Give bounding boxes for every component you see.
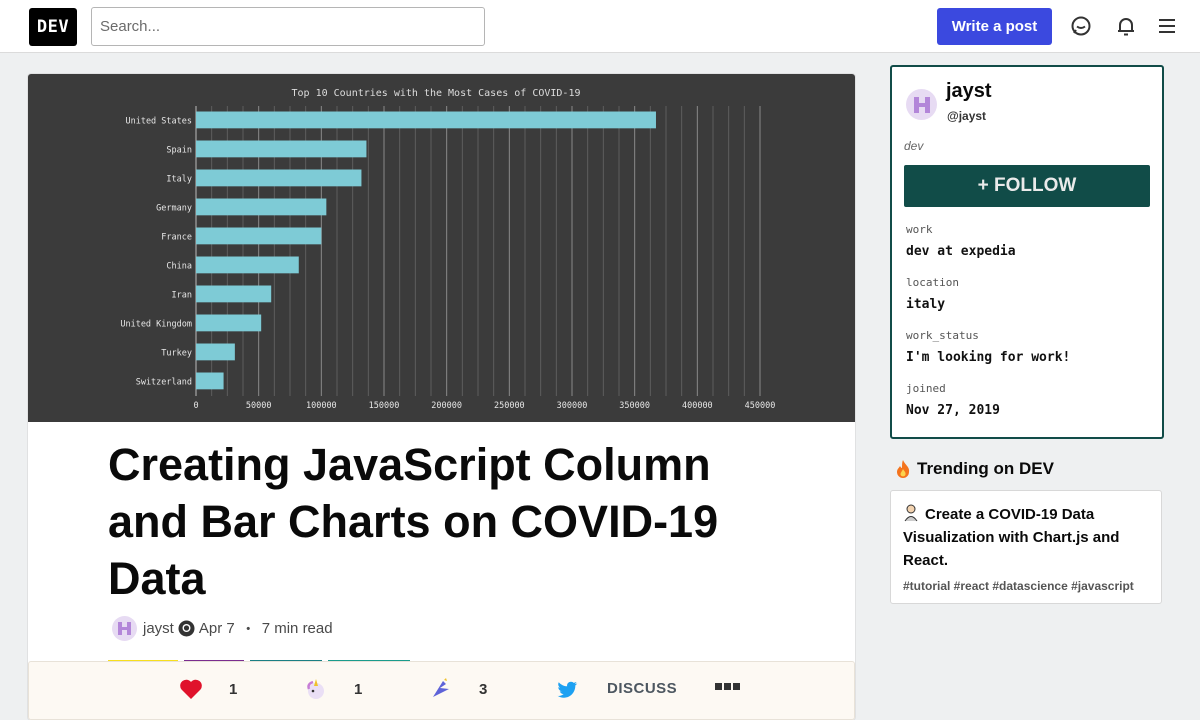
profile-field-joined-key: joined (906, 382, 946, 395)
chart-tick-label: 400000 (682, 401, 713, 411)
write-post-button[interactable]: Write a post (937, 8, 1052, 45)
more-options-icon[interactable] (715, 682, 741, 692)
author-profile-card: jayst @jayst dev + FOLLOW work dev at ex… (890, 65, 1164, 439)
chart-category-label: Spain (166, 146, 192, 156)
author-avatar[interactable] (112, 615, 137, 641)
chart-bar (196, 372, 224, 390)
menu-icon[interactable] (1155, 14, 1179, 38)
profile-handle: @jayst (947, 109, 987, 123)
chart-category-label: United Kingdom (120, 320, 192, 330)
chart-title: Top 10 Countries with the Most Cases of … (292, 88, 581, 99)
chart-bar (196, 227, 322, 245)
trending-heading: Trending on DEV (894, 459, 1054, 479)
heart-reaction-button[interactable]: 1 (179, 674, 237, 704)
chart-bar (196, 314, 262, 332)
trending-item-title[interactable]: Create a COVID-19 Data Visualization wit… (903, 503, 1153, 572)
chart-category-label: Iran (172, 291, 192, 301)
chart-category-label: Germany (156, 204, 192, 214)
fire-icon (894, 459, 912, 479)
trending-heading-text: Trending on DEV (917, 459, 1054, 478)
chart-category-label: United States (125, 117, 192, 127)
twitter-icon[interactable] (556, 680, 578, 700)
chat-icon[interactable] (1069, 14, 1093, 38)
bookmark-icon (429, 677, 453, 701)
chart-bar (196, 256, 299, 274)
reaction-bar: 1 1 3 DISCUSS (28, 661, 855, 720)
trending-item[interactable]: Create a COVID-19 Data Visualization wit… (890, 490, 1162, 604)
profile-field-status-value: I'm looking for work! (906, 350, 1071, 365)
cover-bar-chart: Top 10 Countries with the Most Cases of … (120, 88, 776, 411)
article-card: Top 10 Countries with the Most Cases of … (28, 74, 855, 720)
author-name[interactable]: jayst (143, 619, 174, 637)
profile-field-location-key: location (906, 276, 959, 289)
meta-separator: ・ (240, 620, 256, 638)
chart-tick-label: 300000 (557, 401, 588, 411)
follow-button[interactable]: + FOLLOW (904, 165, 1150, 207)
profile-field-work-value: dev at expedia (906, 244, 1016, 259)
unicorn-reaction-button[interactable]: 1 (304, 674, 362, 704)
chart-category-label: France (161, 233, 192, 243)
chart-tick-label: 150000 (369, 401, 400, 411)
chart-tick-label: 250000 (494, 401, 525, 411)
search-input[interactable] (91, 7, 485, 46)
chart-tick-label: 350000 (619, 401, 650, 411)
read-time: 7 min read (261, 619, 333, 637)
chart-bar (196, 111, 656, 129)
chart-tick-label: 50000 (246, 401, 272, 411)
chart-bar (196, 343, 235, 361)
profile-field-location-value: italy (906, 297, 946, 312)
trending-item-tags: #tutorial #react #datascience #javascrip… (903, 579, 1134, 593)
profile-name[interactable]: jayst (946, 80, 992, 102)
chart-bar (196, 140, 367, 158)
unicorn-count: 1 (354, 680, 363, 698)
discuss-link[interactable]: DISCUSS (607, 680, 678, 697)
profile-field-work-key: work (906, 223, 933, 236)
github-icon[interactable] (178, 620, 195, 637)
chart-category-label: Switzerland (136, 378, 192, 388)
profile-field-joined-value: Nov 27, 2019 (906, 403, 1000, 418)
person-icon (903, 504, 919, 522)
save-reaction-button[interactable]: 3 (429, 674, 487, 704)
dev-logo[interactable]: DEV (29, 8, 77, 46)
chart-bar (196, 198, 327, 216)
unicorn-icon (304, 677, 328, 701)
heart-icon (179, 678, 203, 700)
heart-count: 1 (229, 680, 238, 698)
chart-category-label: Italy (166, 175, 192, 185)
saved-count: 3 (479, 680, 488, 698)
profile-field-status-key: work_status (906, 329, 979, 342)
bell-icon[interactable] (1114, 14, 1138, 38)
chart-category-label: China (166, 262, 192, 272)
chart-tick-label: 0 (193, 401, 198, 411)
top-bar: DEV Write a post (0, 0, 1200, 53)
trending-item-title-text: Create a COVID-19 Data Visualization wit… (903, 506, 1120, 569)
chart-bar (196, 169, 362, 187)
chart-tick-label: 100000 (306, 401, 337, 411)
chart-bar (196, 285, 272, 303)
article-meta: jayst Apr 7 ・ 7 min read (112, 615, 333, 641)
profile-summary: dev (904, 139, 924, 153)
chart-tick-label: 200000 (431, 401, 462, 411)
profile-avatar[interactable] (906, 89, 937, 120)
chart-category-label: Turkey (161, 349, 192, 359)
publish-date: Apr 7 (198, 619, 235, 637)
cover-image: Top 10 Countries with the Most Cases of … (28, 74, 855, 422)
chart-tick-label: 450000 (745, 401, 776, 411)
article-title: Creating JavaScript Column and Bar Chart… (108, 439, 719, 604)
